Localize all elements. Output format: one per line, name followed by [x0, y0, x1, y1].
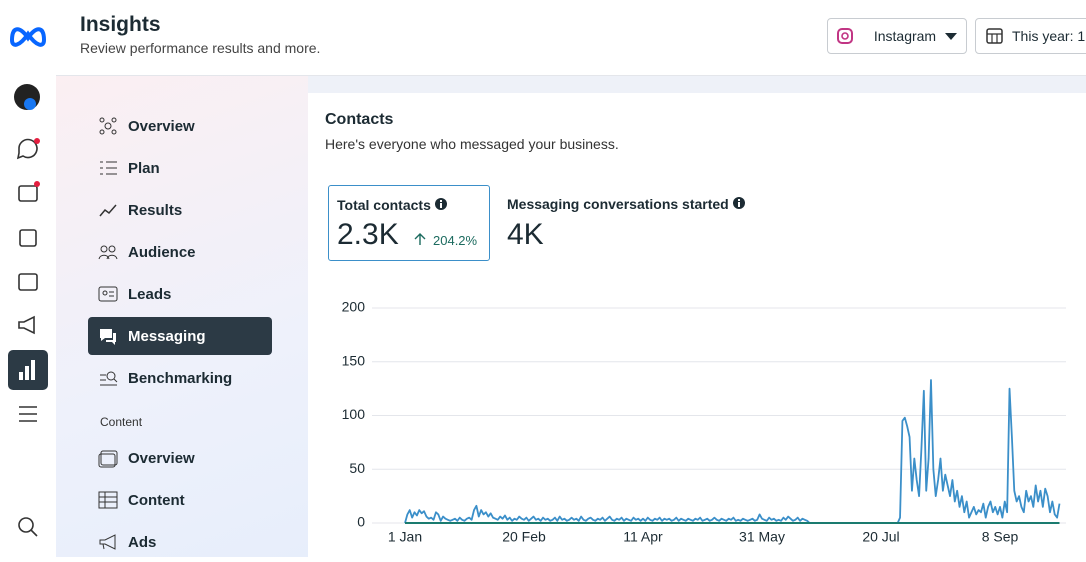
bar-icon [31, 360, 35, 380]
nav-item[interactable]: Overview [88, 107, 272, 145]
metric-value: 4K [507, 218, 544, 251]
nav-item[interactable]: Overview [88, 439, 272, 477]
nav-item[interactable]: Audience [88, 233, 272, 271]
metric-value: 2.3K [337, 218, 399, 251]
notification-dot [34, 181, 40, 187]
page-subtitle: Review performance results and more. [80, 40, 321, 56]
y-tick-label: 200 [342, 299, 366, 315]
nav-label: Ads [128, 533, 157, 551]
nav-item[interactable]: Plan [88, 149, 272, 187]
y-tick-label: 100 [342, 406, 366, 422]
section-heading: Content [100, 415, 143, 429]
platform-dropdown[interactable]: Instagram [827, 18, 967, 54]
ads-icon[interactable] [18, 315, 35, 335]
x-tick-label: 20 Feb [502, 529, 546, 545]
metric-tile-selected[interactable]: Total contacts 2.3K 204.2% [328, 185, 490, 261]
nav-label: Results [128, 201, 183, 219]
y-tick-label: 0 [357, 514, 365, 530]
metric-label: Messaging conversations started [507, 196, 745, 212]
nav-item[interactable]: Content [88, 481, 272, 519]
card-description: Here's everyone who messaged your busine… [325, 136, 619, 152]
menu-icon[interactable] [19, 406, 37, 422]
inbox-icon[interactable] [16, 138, 38, 160]
metric-label-text: Total contacts [337, 197, 431, 213]
bar-icon [25, 366, 29, 380]
nav-item[interactable]: Benchmarking [88, 359, 272, 397]
planner-icon[interactable] [18, 273, 38, 291]
content-icon[interactable] [19, 229, 37, 247]
metric-label: Total contacts [337, 197, 447, 213]
bar-icon [19, 372, 23, 380]
y-tick-label: 50 [349, 460, 365, 476]
date-range-picker[interactable]: This year: 1 [975, 18, 1086, 54]
nav-label: Benchmarking [128, 369, 233, 387]
nav-item[interactable]: Leads [88, 275, 272, 313]
nav-label: Messaging [128, 327, 206, 345]
info-icon [434, 198, 447, 210]
icon-rail [0, 0, 56, 557]
platform-label: Instagram [873, 28, 937, 44]
metric-label-text: Messaging conversations started [507, 196, 729, 212]
nav-label: Audience [128, 243, 196, 261]
nav-label: Content [128, 491, 185, 509]
notification-dot [34, 138, 40, 144]
x-tick-label: 20 Jul [862, 529, 899, 545]
y-tick-label: 150 [342, 352, 366, 368]
contacts-card: Contacts Here's everyone who messaged yo… [308, 93, 1086, 557]
instagram-icon [837, 28, 853, 44]
fb-badge [24, 98, 36, 110]
contacts-icon[interactable] [18, 185, 38, 202]
x-tick-label: 31 May [739, 529, 785, 545]
x-tick-label: 11 Apr [623, 529, 663, 545]
meta-logo [9, 27, 47, 47]
header: Insights Review performance results and … [56, 0, 1086, 76]
nav-item-selected[interactable]: Messaging [88, 317, 272, 355]
nav-label: Overview [128, 117, 195, 135]
metric-change: 204.2% [433, 233, 478, 248]
page-title: Insights [80, 13, 161, 36]
rail-icons [8, 27, 48, 537]
nav-label: Leads [128, 285, 172, 303]
search-handle [30, 529, 38, 537]
date-range-label: This year: 1 [1012, 28, 1086, 44]
search-icon[interactable] [18, 517, 34, 533]
info-icon [732, 197, 745, 209]
nav-item[interactable]: Results [88, 191, 272, 229]
nav-item[interactable]: Ads [88, 523, 272, 561]
card-title: Contacts [325, 111, 394, 128]
data-line [404, 379, 1061, 524]
nav-label: Plan [128, 159, 160, 177]
x-tick-label: 1 Jan [388, 529, 422, 545]
nav-label: Overview [128, 449, 195, 467]
sidebar: Overview Plan Results Audience Leads Mes… [56, 76, 308, 557]
calendar-icon [986, 28, 1003, 44]
x-tick-label: 8 Sep [982, 529, 1019, 545]
up-arrow [414, 233, 426, 245]
caret [945, 33, 958, 40]
